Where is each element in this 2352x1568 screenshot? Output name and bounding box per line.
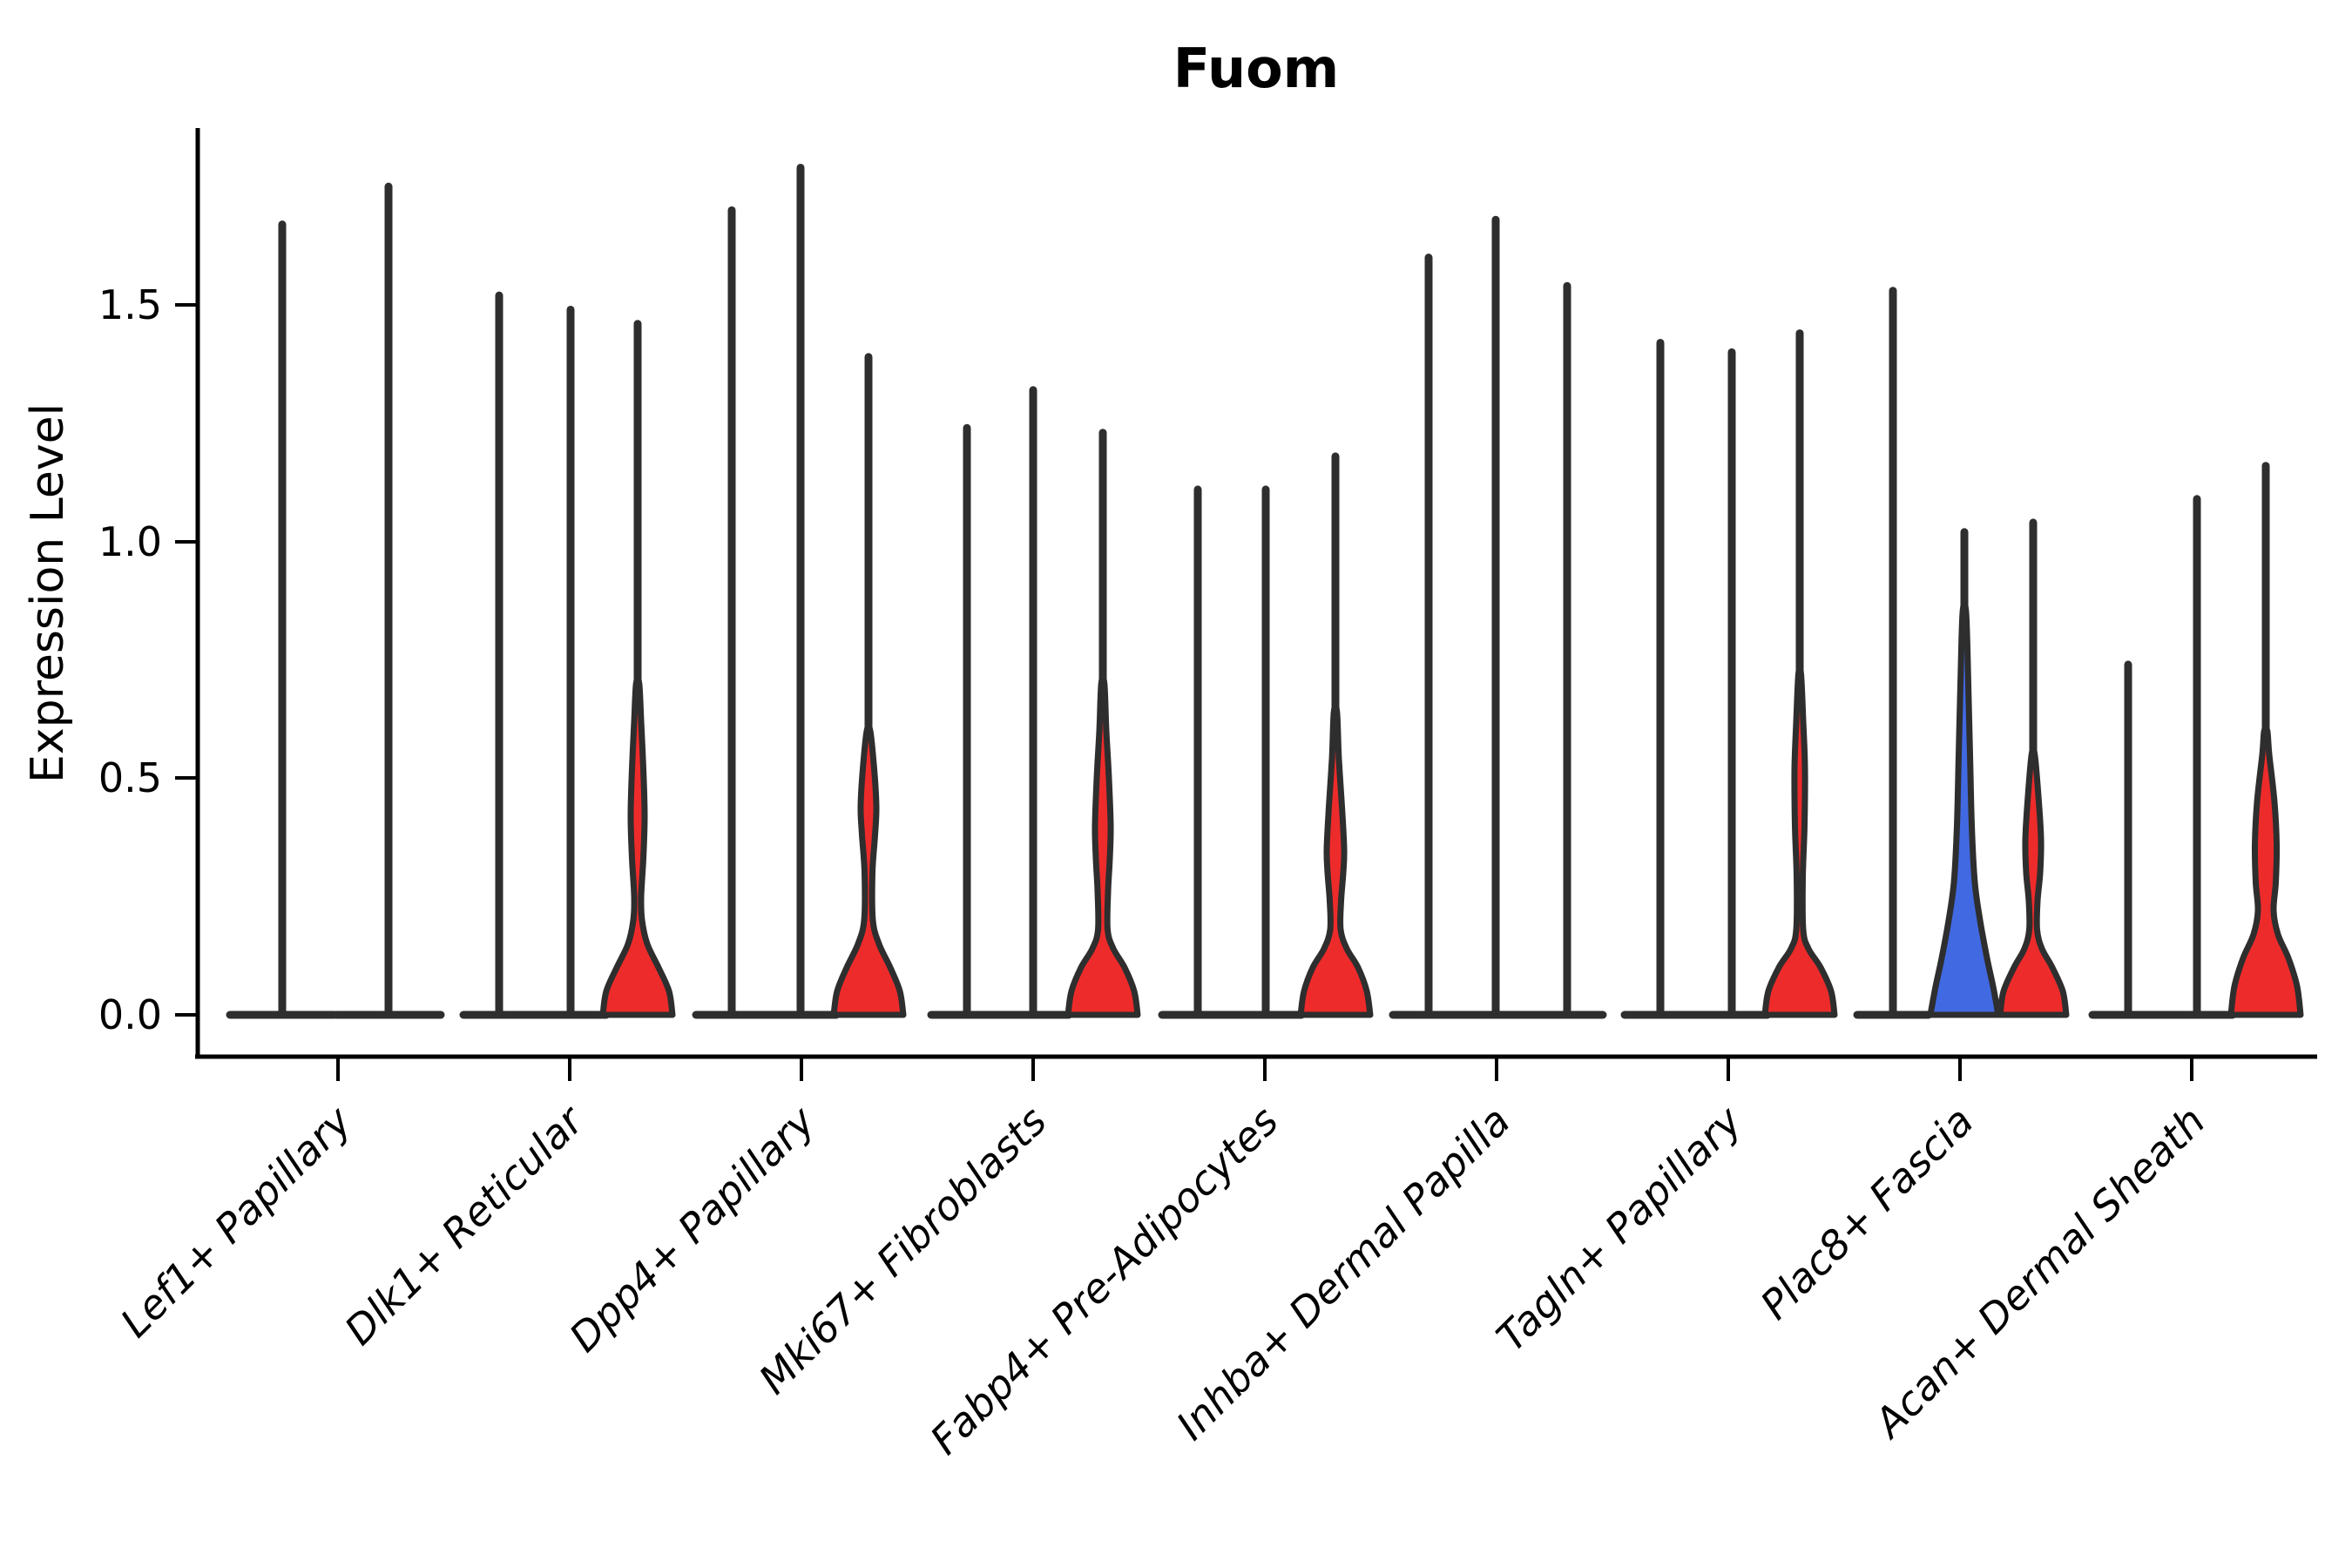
violin-body-red <box>830 723 907 1018</box>
violin-8-0 <box>2088 660 2168 1019</box>
violin-4-2 <box>1297 452 1374 1018</box>
plot-title: Fuom <box>1173 37 1340 100</box>
violin-0-1 <box>332 182 445 1019</box>
violin-body-red <box>599 675 676 1018</box>
y-tick-labels: 0.0 0.5 1.0 1.5 <box>98 281 162 1038</box>
x-tick-label-0: Lef1+ Papillary <box>112 1097 361 1346</box>
violin-2-0 <box>692 206 772 1019</box>
y-tick-label-3: 1.5 <box>98 281 162 328</box>
violin-7-1 <box>1927 528 2002 1018</box>
violin-body-red <box>1064 674 1141 1018</box>
violin-3-1 <box>993 386 1073 1019</box>
violin-5-1 <box>1456 215 1536 1019</box>
violin-0-0 <box>226 220 339 1019</box>
violin-6-1 <box>1692 348 1772 1019</box>
y-axis-label: Expression Level <box>22 403 74 783</box>
y-tick-marks <box>175 303 198 1017</box>
violin-body-red <box>1761 665 1838 1018</box>
x-tick-marks <box>336 1057 2193 1081</box>
violin-2-1 <box>760 163 841 1019</box>
violin-8-1 <box>2157 495 2237 1019</box>
x-tick-label-7: Plac8+ Fascia <box>1751 1098 1982 1328</box>
violin-1-1 <box>531 305 611 1019</box>
y-tick-label-0: 0.0 <box>98 991 162 1038</box>
violin-5-0 <box>1389 253 1469 1019</box>
violin-4-1 <box>1226 485 1306 1019</box>
violin-5-2 <box>1527 281 1607 1019</box>
violin-7-2 <box>1997 518 2070 1018</box>
violin-6-2 <box>1761 329 1838 1018</box>
x-tick-label-6: Tagln+ Papillary <box>1487 1097 1751 1361</box>
violin-3-0 <box>927 423 1007 1019</box>
x-tick-label-2: Dpp4+ Papillary <box>560 1097 824 1361</box>
violin-8-2 <box>2227 462 2304 1018</box>
violin-1-2 <box>599 320 676 1018</box>
violin-1-0 <box>459 291 539 1019</box>
x-tick-label-1: Dlk1+ Reticular <box>335 1095 594 1354</box>
violin-7-0 <box>1853 287 1933 1019</box>
violin-2-2 <box>830 353 907 1018</box>
violin-body-red <box>2227 725 2304 1018</box>
violin-body-blue <box>1927 600 2002 1018</box>
violin-6-0 <box>1620 338 1700 1019</box>
violin-4-0 <box>1158 485 1238 1019</box>
x-tick-labels: Lef1+ Papillary Dlk1+ Reticular Dpp4+ Pa… <box>112 1095 2214 1463</box>
violins-layer <box>226 163 2304 1019</box>
violin-3-2 <box>1064 429 1141 1018</box>
y-tick-label-2: 1.0 <box>98 518 162 565</box>
violin-body-red <box>1997 745 2070 1018</box>
y-tick-label-1: 0.5 <box>98 754 162 801</box>
violin-body-red <box>1297 702 1374 1018</box>
